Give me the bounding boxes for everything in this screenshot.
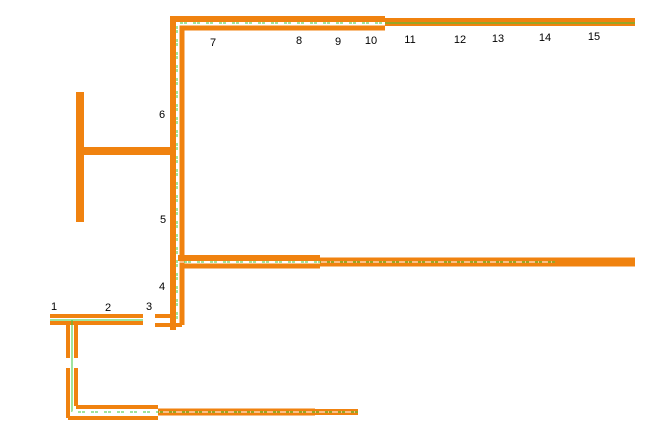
node-label: 2 [105,302,111,314]
node-label: 9 [335,36,341,48]
pipes [50,16,635,420]
node-label: 7 [210,37,216,49]
node-label: 3 [146,301,152,313]
pipe [179,25,385,325]
node-label: 15 [588,31,600,43]
node-label: 4 [159,281,165,293]
node-label: 1 [51,301,57,313]
node-label: 11 [404,34,415,46]
node-label: 14 [539,32,551,44]
node-label: 13 [492,33,504,45]
node-label: 10 [365,35,377,47]
labels: 1 2 3 4 5 6 7 8 9 10 11 12 13 14 15 [51,31,600,314]
node-label: 8 [296,35,302,47]
centerline [50,319,143,412]
centerline [176,22,385,325]
node-label: 5 [160,214,166,226]
pipe [170,16,385,330]
node-label: 6 [159,109,165,121]
centerline [176,22,635,325]
node-label: 12 [454,34,466,46]
